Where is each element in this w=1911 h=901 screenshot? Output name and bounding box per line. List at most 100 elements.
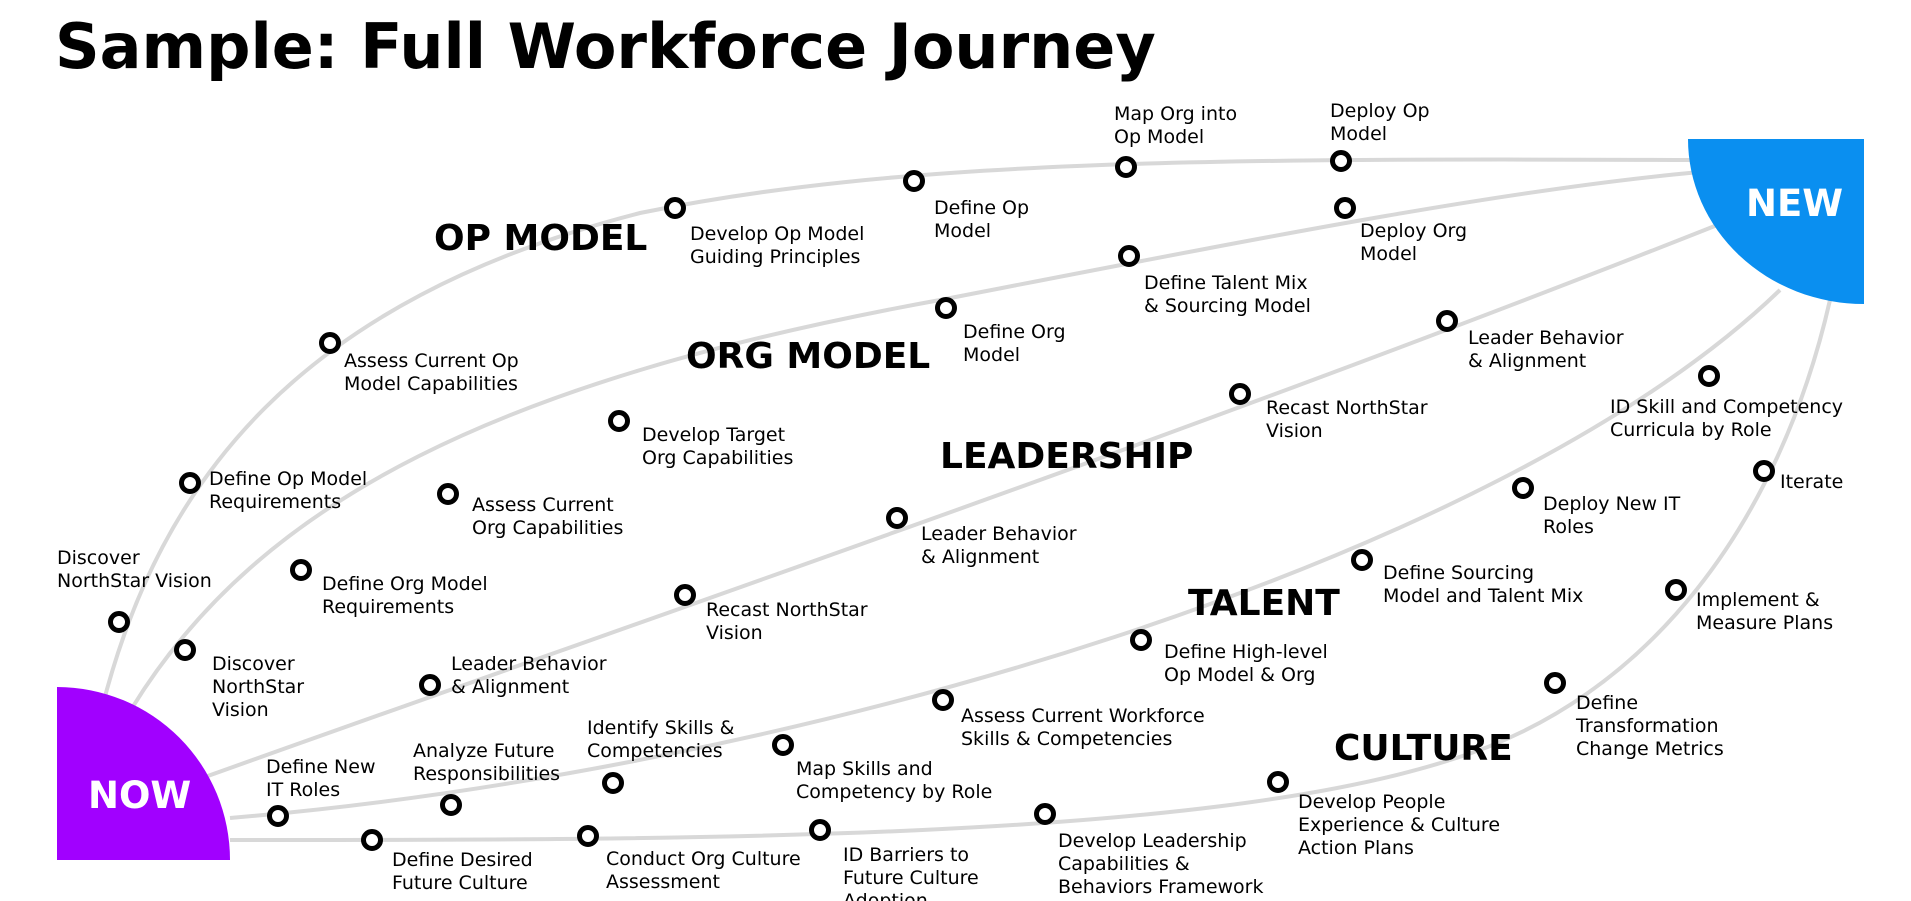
milestone-marker	[108, 611, 130, 633]
milestone-org-assess: Assess Current Org Capabilities	[437, 483, 623, 539]
milestone-label-line: Implement &	[1696, 589, 1820, 611]
milestone-label-line: Curricula by Role	[1610, 419, 1772, 441]
milestone-lead-recast-1: Recast NorthStar Vision	[674, 584, 868, 644]
milestone-tal-highlevel: Define High-level Op Model & Org	[1130, 629, 1328, 686]
milestone-label-line: Deploy Op	[1330, 100, 1430, 122]
milestone-label: Map Org into Op Model	[1114, 103, 1237, 148]
milestone-label: Discover NorthStar Vision	[212, 653, 304, 721]
milestone-label-line: Competency by Role	[796, 781, 992, 803]
milestone-label-line: Assessment	[606, 871, 720, 893]
milestone-label: Conduct Org Culture Assessment	[606, 848, 801, 893]
milestone-op-define: Define Op Model	[903, 170, 1029, 242]
milestone-label: Define Org Model Requirements	[322, 573, 488, 618]
milestone-label-line: IT Roles	[266, 779, 340, 801]
milestone-label: Analyze Future Responsibilities	[413, 740, 560, 785]
milestone-label-line: Op Model	[1114, 126, 1204, 148]
now-label: NOW	[88, 774, 191, 817]
milestone-label-line: Change Metrics	[1576, 738, 1724, 760]
milestone-label: Iterate	[1780, 471, 1843, 493]
milestone-marker	[319, 332, 341, 354]
milestone-lead-behavior-1: Leader Behavior & Alignment	[419, 653, 607, 698]
milestone-org-target: Develop Target Org Capabilities	[608, 410, 793, 469]
milestone-marker	[1753, 460, 1775, 482]
milestone-label: Recast NorthStar Vision	[706, 599, 868, 644]
milestone-marker	[1118, 245, 1140, 267]
milestone-marker	[267, 805, 289, 827]
milestone-cul-implement: Implement & Measure Plans	[1665, 579, 1833, 634]
milestone-label-line: Future Culture	[843, 867, 979, 889]
milestone-label-line: Define High-level	[1164, 641, 1328, 663]
milestone-lead-behavior-2: Leader Behavior & Alignment	[886, 507, 1077, 568]
milestone-label: Develop Op Model Guiding Principles	[690, 223, 864, 268]
milestone-label-line: Leader Behavior	[451, 653, 607, 675]
milestone-marker	[179, 472, 201, 494]
milestone-label-line: Recast NorthStar	[706, 599, 868, 621]
milestone-label-line: Discover	[212, 653, 295, 675]
milestone-label: Define Transformation Change Metrics	[1575, 692, 1724, 760]
milestone-label: ID Skill and Competency Curricula by Role	[1610, 396, 1843, 441]
milestone-marker	[361, 829, 383, 851]
milestone-label-line: NorthStar Vision	[57, 570, 212, 592]
milestone-marker	[772, 734, 794, 756]
milestone-label: Define Desired Future Culture	[392, 849, 533, 894]
milestone-label: Deploy Org Model	[1360, 220, 1467, 265]
milestone-label: Develop Target Org Capabilities	[642, 424, 793, 469]
milestone-marker	[1698, 365, 1720, 387]
milestone-label-line: Discover	[57, 547, 140, 569]
milestone-label-line: Leader Behavior	[921, 523, 1077, 545]
milestone-op-define-req: Define Op Model Requirements	[179, 468, 367, 513]
now-endpoint: NOW	[57, 687, 230, 860]
milestone-label: ID Barriers to Future Culture Adoption	[843, 844, 979, 901]
milestone-label-line: Vision	[1266, 420, 1323, 442]
milestone-label-line: Op Model & Org	[1164, 664, 1316, 686]
journey-path-2	[130, 170, 1701, 710]
milestone-marker	[674, 584, 696, 606]
milestone-label-line: Map Org into	[1114, 103, 1237, 125]
milestone-label-line: Assess Current Workforce	[961, 705, 1205, 727]
milestone-label-line: Model and Talent Mix	[1383, 585, 1583, 607]
milestone-label-line: Assess Current Op	[344, 350, 519, 372]
milestone-label-line: NorthStar	[212, 676, 304, 698]
milestone-label-line: Define	[1576, 692, 1638, 714]
milestone-op-assess: Assess Current Op Model Capabilities	[319, 332, 519, 395]
milestone-cul-iterate: Iterate	[1753, 460, 1843, 493]
section-labels: OP MODEL ORG MODEL LEADERSHIP TALENT CULTURE	[434, 218, 1513, 769]
milestone-label-line: Future Culture	[392, 872, 528, 894]
milestone-label-line: Iterate	[1780, 471, 1843, 493]
section-label-culture: CULTURE	[1334, 728, 1513, 769]
milestone-marker	[903, 170, 925, 192]
milestone-marker	[577, 825, 599, 847]
milestone-label-line: Develop Leadership	[1058, 830, 1247, 852]
milestone-marker	[1512, 477, 1534, 499]
milestone-label-line: Model	[963, 344, 1020, 366]
milestone-marker	[602, 772, 624, 794]
milestone-marker	[419, 674, 441, 696]
milestone-marker	[1436, 310, 1458, 332]
milestone-marker	[1267, 771, 1289, 793]
milestone-marker	[437, 483, 459, 505]
milestone-label-line: Recast NorthStar	[1266, 397, 1428, 419]
milestone-label: Define High-level Op Model & Org	[1164, 641, 1328, 686]
milestone-tal-sourcing: Define Sourcing Model and Talent Mix	[1351, 549, 1583, 607]
milestone-op-discover: Discover NorthStar Vision	[57, 547, 212, 633]
milestone-label: Leader Behavior & Alignment	[1468, 327, 1624, 372]
milestone-label: Define Op Model	[934, 197, 1029, 242]
milestone-op-principles: Develop Op Model Guiding Principles	[664, 197, 864, 268]
milestone-tal-curricula: ID Skill and Competency Curricula by Role	[1610, 365, 1843, 441]
section-label-talent: TALENT	[1188, 583, 1340, 624]
milestone-org-deploy: Deploy Org Model	[1334, 197, 1467, 265]
milestone-marker	[935, 297, 957, 319]
journey-path-5	[229, 299, 1832, 842]
milestone-marker	[1665, 579, 1687, 601]
milestone-label-line: Skills & Competencies	[961, 728, 1172, 750]
milestone-label-line: Conduct Org Culture	[606, 848, 801, 870]
page-title: Sample: Full Workforce Journey	[55, 10, 1156, 83]
milestone-tal-map: Map Skills and Competency by Role	[772, 734, 992, 803]
milestone-label: Define Talent Mix & Sourcing Model	[1144, 272, 1311, 317]
milestone-label-line: Adoption	[843, 890, 928, 901]
milestone-label-line: Capabilities &	[1058, 853, 1190, 875]
milestone-label: Develop People Experience & Culture Action…	[1298, 791, 1500, 859]
milestone-label-line: Analyze Future	[413, 740, 554, 762]
milestone-label-line: Model	[1360, 243, 1417, 265]
